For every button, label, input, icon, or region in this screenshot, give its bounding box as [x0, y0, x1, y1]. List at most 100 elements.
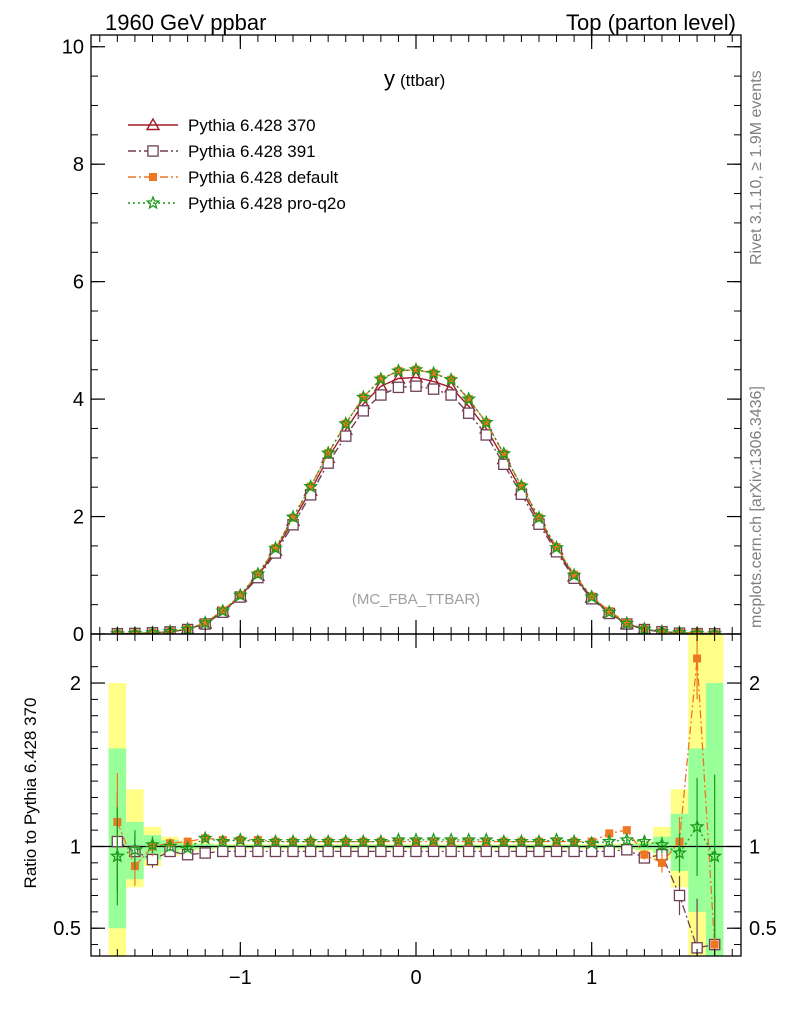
- ratio-point-2: [443, 832, 459, 847]
- ratio-point-2: [514, 833, 529, 848]
- main-point-1: [375, 389, 387, 401]
- main-point-3: [197, 614, 213, 630]
- ratio-point-0: [568, 845, 580, 858]
- ratio-point-0: [673, 889, 686, 902]
- main-point-3: [373, 371, 389, 386]
- ratio-point-2: [373, 833, 389, 848]
- main-point-3: [426, 365, 442, 380]
- watermark: (MC_FBA_TTBAR): [352, 591, 480, 608]
- ratio-point-2: [355, 833, 371, 848]
- ratio-point-2: [601, 833, 617, 848]
- legend-label-0: Pythia 6.428 370: [188, 116, 316, 135]
- main-ytick-label: 0: [73, 624, 84, 646]
- ratio-point-0: [322, 845, 334, 858]
- main-point-3: [496, 445, 512, 461]
- ratio-point-2: [250, 833, 266, 848]
- main-point-3: [654, 623, 670, 634]
- main-ytick-label: 4: [73, 389, 84, 411]
- header-right: Top (parton level): [566, 10, 736, 35]
- ratio-point-0: [252, 845, 264, 858]
- ratio-point-0: [339, 845, 352, 858]
- main-point-3: [514, 478, 529, 493]
- ratio-point-0: [392, 845, 405, 858]
- ratio-point-2: [461, 832, 477, 847]
- ratio-point-2: [338, 833, 354, 848]
- band-group: [108, 634, 724, 956]
- ratio-point-2: [162, 838, 178, 853]
- ratio-point-2: [426, 832, 441, 847]
- ratio-point-0: [410, 845, 422, 858]
- ratio-point-2: [654, 837, 670, 852]
- ratio-point-2: [496, 833, 512, 848]
- ratio-point-0: [515, 845, 528, 858]
- main-point-3: [531, 509, 547, 525]
- ratio-point-0: [550, 845, 563, 858]
- main-series-group: [109, 361, 723, 634]
- ratio-point-2: [303, 833, 318, 848]
- ratio-point-2: [689, 819, 705, 834]
- ratio-point-2: [566, 833, 582, 848]
- main-line-2: [117, 368, 715, 634]
- legend-label-1: Pythia 6.428 391: [188, 142, 316, 161]
- legend-marker-3: [145, 195, 161, 210]
- xtick-label: 0: [410, 967, 421, 989]
- main-point-1: [357, 405, 370, 417]
- legend: Pythia 6.428 370 Pythia 6.428 391 Pythia 6…: [128, 116, 346, 213]
- ratio-line-1: [116, 658, 716, 945]
- main-ytick-label: 6: [73, 272, 84, 294]
- main-point-3: [303, 478, 318, 493]
- main-point-3: [285, 509, 301, 524]
- ratio-point-0: [498, 845, 510, 858]
- ratio-ytick-label: 2: [70, 673, 81, 695]
- ratio-ytick-label: 0.5: [53, 918, 81, 940]
- mcplots-label: mcplots.cern.ch [arXiv:1306.3436]: [748, 386, 765, 628]
- ratio-point-2: [285, 833, 301, 848]
- ratio-point-0: [357, 845, 370, 858]
- ratio-point-0: [287, 845, 299, 858]
- main-point-1: [392, 381, 405, 394]
- ratio-point-0: [269, 845, 282, 858]
- ratio-point-2: [215, 833, 231, 848]
- ratio-point-2: [232, 832, 248, 847]
- main-point-3: [145, 624, 160, 634]
- ratio-point-2: [584, 835, 600, 850]
- ratio-point-2: [320, 833, 336, 848]
- ratio-point-1: [640, 850, 649, 859]
- ratio-point-0: [217, 845, 229, 858]
- xtick-label: 1: [586, 967, 597, 989]
- main-point-3: [215, 603, 231, 618]
- main-point-3: [390, 363, 406, 378]
- ratio-point-0: [603, 845, 615, 858]
- main-point-3: [338, 416, 354, 431]
- ratio-point-2: [109, 848, 125, 863]
- main-point-3: [461, 391, 477, 406]
- main-point-1: [462, 407, 475, 419]
- main-title: y (ttbar): [384, 66, 445, 91]
- main-point-1: [410, 380, 422, 392]
- main-point-3: [478, 414, 494, 429]
- ratio-point-2: [549, 832, 564, 847]
- ratio-point-2: [268, 833, 283, 848]
- main-point-3: [707, 625, 723, 634]
- ratio-ytick-label-right: 2: [749, 673, 760, 695]
- main-point-3: [619, 615, 635, 630]
- legend-marker-1: [147, 145, 159, 157]
- legend-marker-0: [145, 117, 161, 131]
- main-point-3: [566, 567, 582, 582]
- ratio-point-0: [234, 845, 247, 858]
- ratio-point-2: [478, 832, 494, 847]
- ratio-point-2: [145, 837, 160, 852]
- main-point-3: [232, 587, 248, 602]
- legend-marker-2: [149, 173, 157, 181]
- main-point-3: [355, 389, 371, 404]
- ratio-point-2: [127, 841, 143, 857]
- header-left: 1960 GeV ppbar: [105, 10, 266, 35]
- axes: 0 2 4 6 8 10 0.5 0.5 1 1 2 2 −1 0 1: [53, 34, 777, 989]
- ratio-ytick-label-right: 1: [749, 836, 760, 858]
- main-point-3: [408, 361, 424, 377]
- ratio-point-1: [693, 654, 702, 663]
- legend-label-2: Pythia 6.428 default: [188, 168, 339, 187]
- main-ytick-label: 2: [73, 507, 84, 529]
- ratio-point-0: [375, 845, 387, 858]
- main-point-3: [268, 540, 283, 555]
